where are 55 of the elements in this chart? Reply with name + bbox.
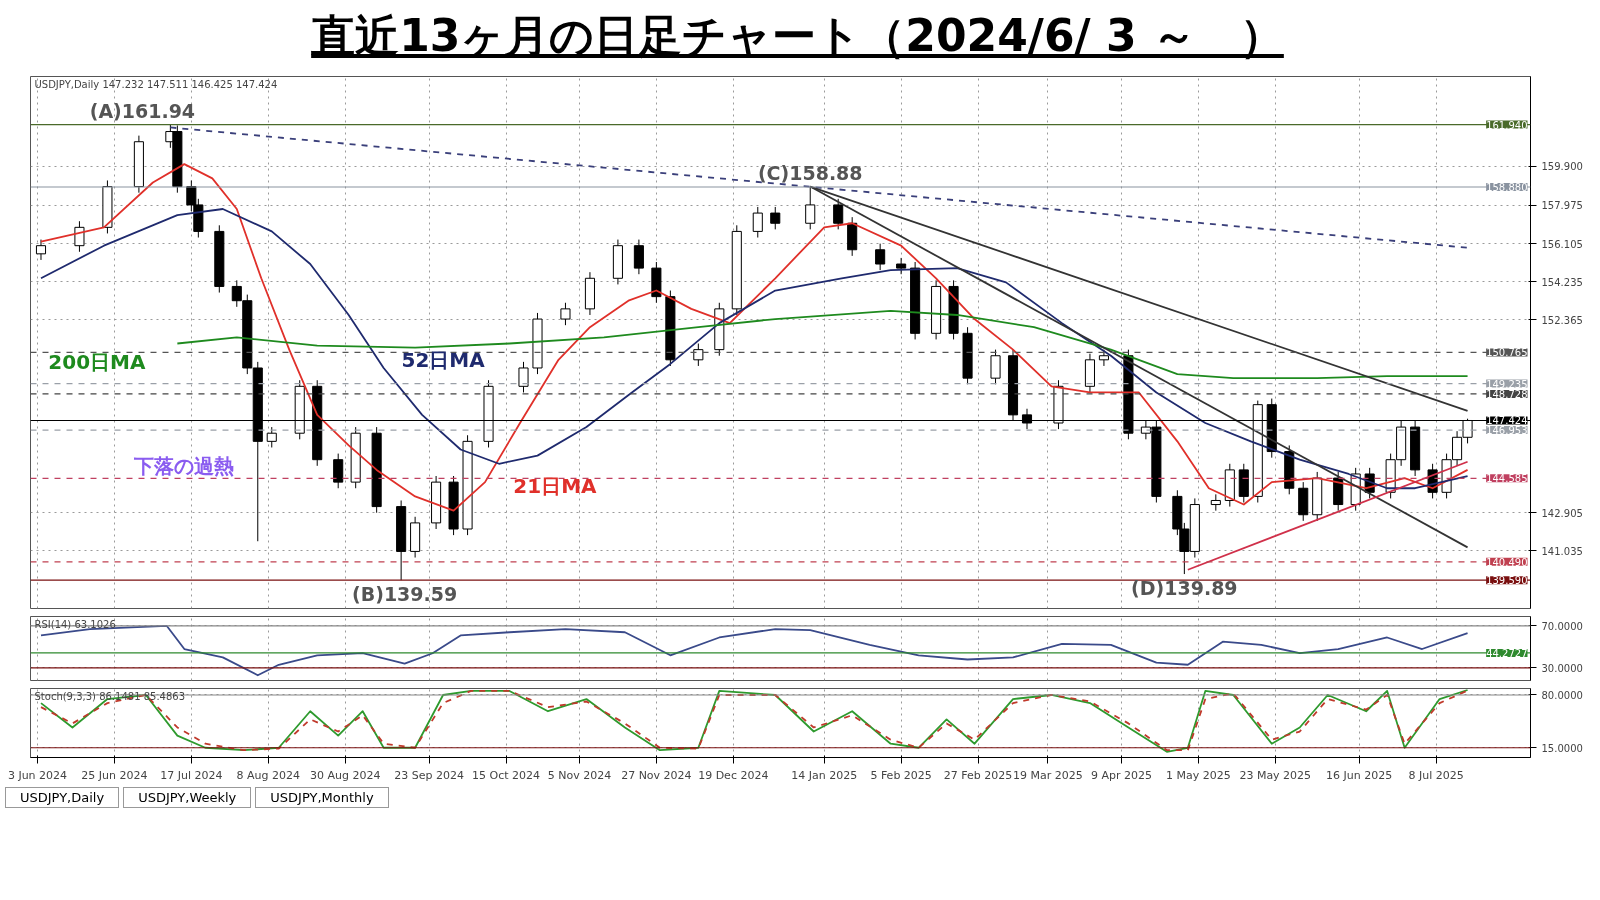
annotation: 200日MA (48, 349, 147, 374)
x-tick-label: 23 Sep 2024 (394, 768, 464, 782)
text: USDJPY,Weekly (123, 787, 252, 808)
x-tick-label: 17 Jul 2024 (160, 768, 223, 782)
x-tick-label: 5 Nov 2024 (547, 768, 612, 782)
x-tick-label: 8 Aug 2024 (236, 768, 300, 782)
text: USDJPY,Monthly (255, 787, 389, 808)
y-tick-label: 159.900 (1541, 161, 1583, 173)
ref-line-label: 161.940 (1486, 119, 1528, 131)
y-tick-label: 30.0000 (1541, 662, 1583, 674)
text: USDJPY,Daily (5, 787, 120, 808)
y-tick-label: 156.105 (1541, 238, 1583, 250)
annotation: 21日MA (513, 474, 598, 499)
x-tick-label: 23 May 2025 (1239, 768, 1312, 782)
annotation: 下落の過熱 (133, 453, 235, 478)
ref-line-label: 149.235 (1486, 378, 1528, 390)
x-tick-label: 5 Feb 2025 (870, 768, 932, 782)
y-tick-label: 157.975 (1541, 200, 1583, 212)
x-tick-label: 3 Jun 2024 (7, 768, 68, 782)
x-tick-label: 14 Jan 2025 (791, 768, 858, 782)
y-tick-label: 80.0000 (1541, 689, 1583, 701)
x-tick-label: 27 Nov 2024 (621, 768, 692, 782)
annotation: 52日MA (401, 347, 486, 372)
x-tick-label: 16 Jun 2025 (1326, 768, 1393, 782)
ref-line-label: 158.880 (1486, 181, 1528, 193)
ref-line-label: 44.2727 (1486, 647, 1528, 659)
y-tick-label: 154.235 (1541, 276, 1583, 288)
x-tick-label: 25 Jun 2024 (81, 768, 148, 782)
chart-title: 直近13ヶ月の日足チャート（2024/6/ 3 ～ ） (310, 9, 1285, 63)
annotation: (D)139.89 (1131, 577, 1238, 600)
x-tick-label: 8 Jul 2025 (1408, 768, 1464, 782)
y-tick-label: 15.0000 (1541, 742, 1583, 754)
ref-line-label: 144.585 (1486, 473, 1528, 485)
chart-subtitle: USDJPY,Daily 147.232 147.511 146.425 147.424 (34, 78, 278, 90)
x-tick-label: 30 Aug 2024 (309, 768, 381, 782)
ref-line-label: 139.590 (1486, 575, 1528, 587)
x-tick-label: 1 May 2025 (1165, 768, 1231, 782)
y-tick-label: 141.035 (1541, 545, 1583, 557)
x-tick-label: 19 Dec 2024 (698, 768, 769, 782)
ref-line-label: 147.424 (1486, 415, 1528, 427)
x-tick-label: 9 Apr 2025 (1090, 768, 1152, 782)
ref-line-label: 140.490 (1486, 556, 1528, 568)
x-tick-label: 15 Oct 2024 (472, 768, 541, 782)
annotation: (C)158.88 (757, 161, 863, 184)
y-tick-label: 142.905 (1541, 507, 1583, 519)
ref-line-label: 148.728 (1486, 388, 1528, 400)
ref-line-label: 150.765 (1486, 347, 1528, 359)
annotation: (B)139.59 (352, 583, 458, 606)
y-tick-label: 70.0000 (1541, 620, 1583, 632)
chart-subtitle: RSI(14) 63.1026 (34, 618, 116, 630)
x-tick-label: 27 Feb 2025 (943, 768, 1013, 782)
ref-line-label: 146.953 (1486, 425, 1528, 437)
annotation: (A)161.94 (89, 99, 196, 122)
x-tick-label: 19 Mar 2025 (1013, 768, 1083, 782)
y-tick-label: 152.365 (1541, 314, 1583, 326)
